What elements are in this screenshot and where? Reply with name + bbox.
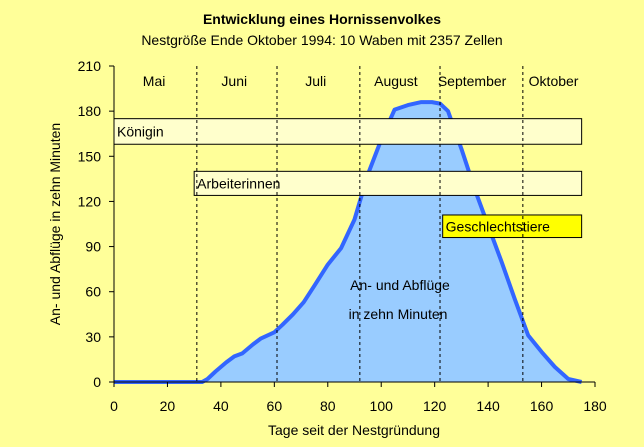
- axis-layer: 0 30 60 90 120 150 180 210 0 20 40 60 80 100 120 140 160…: [78, 58, 607, 414]
- period-bar: [113, 118, 583, 145]
- x-tick-label: 160: [530, 398, 554, 414]
- period-bar: [442, 214, 583, 239]
- month-label: August: [374, 73, 418, 89]
- month-label: September: [438, 73, 507, 89]
- x-axis-label: Tage seit der Nestgründung: [268, 422, 440, 438]
- period-label: Arbeiterinnen: [197, 175, 280, 191]
- x-tick-label: 40: [213, 398, 229, 414]
- y-tick-label: 60: [85, 284, 101, 300]
- period-label: Königin: [117, 123, 164, 139]
- x-tick-label: 100: [370, 398, 394, 414]
- x-tick-label: 140: [476, 398, 500, 414]
- y-tick-label: 30: [85, 329, 101, 345]
- area-line: [114, 100, 583, 384]
- x-tick-label: 120: [423, 398, 447, 414]
- month-label: Mai: [143, 73, 166, 89]
- chart-title: Entwicklung eines Hornissenvolkes: [203, 11, 441, 27]
- annotation-line-2: in zehn Minuten: [349, 306, 448, 322]
- month-label: Juni: [221, 73, 247, 89]
- x-tick-label: 80: [320, 398, 336, 414]
- y-axis-label: An- und Abflüge in zehn Minuten: [47, 123, 63, 325]
- period-bar: [193, 170, 583, 196]
- x-tick-label: 180: [583, 398, 607, 414]
- month-layer: Mai Juni Juli August September Oktober: [143, 66, 579, 382]
- y-tick-label: 120: [78, 193, 102, 209]
- month-label: Juli: [305, 73, 326, 89]
- period-label: Geschlechtstiere: [446, 218, 550, 234]
- x-tick-label: 60: [267, 398, 283, 414]
- annotation-line-1: An- und Abflüge: [350, 277, 450, 293]
- chart-subtitle: Nestgröße Ende Oktober 1994: 10 Waben mi…: [141, 32, 502, 48]
- x-tick-label: 0: [110, 398, 118, 414]
- month-label: Oktober: [529, 73, 579, 89]
- y-tick-label: 210: [78, 58, 102, 74]
- y-tick-label: 180: [78, 103, 102, 119]
- x-tick-label: 20: [160, 398, 176, 414]
- y-tick-label: 0: [93, 374, 101, 390]
- y-tick-label: 150: [78, 148, 102, 164]
- y-tick-label: 90: [85, 239, 101, 255]
